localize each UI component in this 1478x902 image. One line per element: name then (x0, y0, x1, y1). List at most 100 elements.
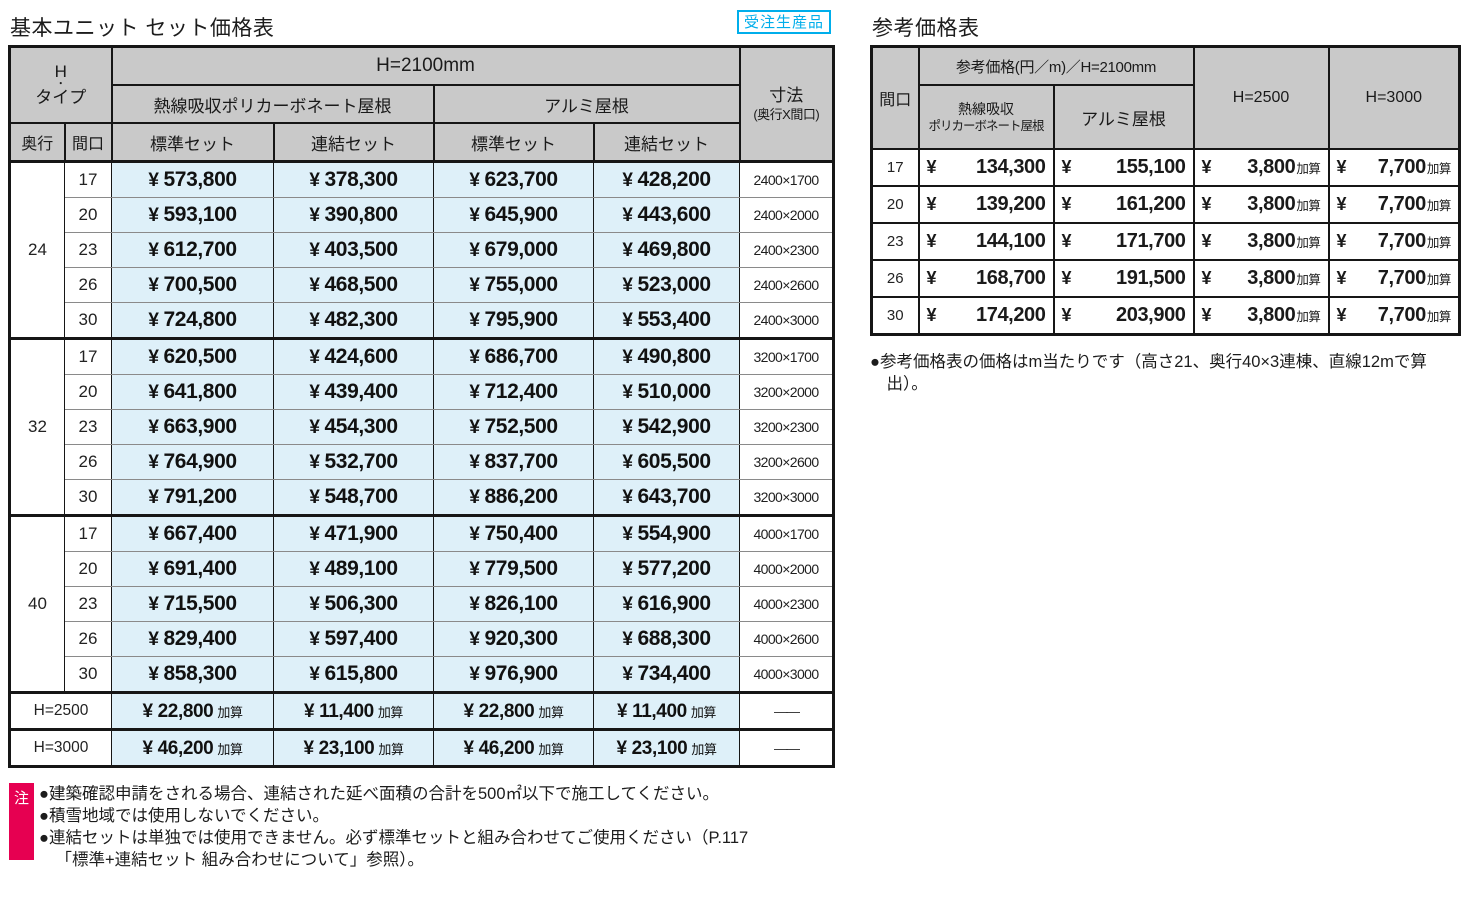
yen-symbol: ¥ (148, 347, 159, 368)
price-amount: 829,400 (163, 627, 238, 650)
yen-symbol: ¥ (622, 275, 633, 296)
price-amount: 620,500 (163, 345, 238, 368)
yen-symbol: ¥ (622, 594, 633, 615)
price-row: 24 17 ¥573,800 ¥378,300 ¥623,700 ¥428,200 2400… (9, 160, 834, 340)
yen-symbol: ¥ (148, 205, 159, 226)
price-content: ¥7,700加算 (1330, 230, 1459, 253)
yen-symbol: ¥ (926, 194, 937, 214)
price-amount: 3,800 (1247, 267, 1296, 289)
kasan-label: 加算 (378, 742, 404, 757)
width-header: 間口 (63, 122, 113, 163)
price-amount: 7,700 (1377, 193, 1426, 215)
price-cell: ¥837,700 (433, 444, 594, 480)
yen-symbol: ¥ (622, 487, 633, 508)
ref-header-row-1: 間口 参考価格(円／m)／H=2100mm H=2500 H=3000 (870, 45, 1461, 150)
yen-symbol: ¥ (148, 275, 159, 296)
price-cell: ¥795,900 (433, 302, 594, 339)
yen-symbol: ¥ (148, 310, 159, 331)
width-cell: 30 (64, 302, 112, 339)
made-to-order-badge: 受注生産品 (737, 10, 832, 34)
header-row-3: 奥行 間口 標準セット 連結セット 標準セット 連結セット (8, 122, 834, 163)
note-line: ●参考価格表の価格はm当たりです（高さ21、奥行40×3連棟、直線12mで算出）… (870, 353, 1427, 393)
price-cell: ¥755,000 (433, 267, 594, 303)
price-addition-cell: ¥23,100 加算 (273, 728, 434, 767)
price-amount: 3,800 (1247, 156, 1296, 178)
price-amount: 532,700 (324, 450, 399, 473)
kasan-label: 加算 (1426, 273, 1452, 287)
yen-symbol: ¥ (1336, 157, 1347, 177)
yen-symbol: ¥ (1061, 157, 1072, 177)
yen-symbol: ¥ (148, 240, 159, 261)
price-addition-cell: ¥22,800 加算 (111, 691, 274, 730)
yen-symbol: ¥ (622, 452, 633, 473)
kasan-label: 加算 (538, 705, 564, 720)
yen-symbol: ¥ (148, 452, 159, 473)
note-line: ●建築確認申請をされる場合、連結された延べ面積の合計を500㎡以下で施工してくだ… (39, 785, 720, 803)
price-cell: ¥688,300 (593, 621, 740, 657)
yen-symbol: ¥ (469, 487, 480, 508)
yen-symbol: ¥ (469, 382, 480, 403)
kasan-label: 加算 (377, 705, 404, 720)
price-addition-cell: ¥23,100 加算 (593, 728, 740, 767)
price-amount: 667,400 (163, 522, 238, 545)
reference-price-table: 間口 参考価格(円／m)／H=2100mm H=2500 H=3000 熱線吸収… (870, 45, 1462, 336)
kasan-label: 加算 (1296, 310, 1321, 324)
yen-symbol: ¥ (469, 417, 480, 438)
price-amount: 510,000 (637, 380, 712, 403)
price-cell: ¥469,800 (593, 232, 740, 268)
width-cell: 20 (64, 551, 112, 587)
amount-group: 7,700加算 (1377, 193, 1452, 216)
price-addition-cell: ¥7,700加算 (1327, 259, 1461, 298)
price-cell: ¥779,500 (433, 551, 594, 587)
height-addition-row: H=3000 ¥46,200 加算 ¥23,100 加算 ¥46,200 加算 ¥23,100… (9, 728, 834, 767)
yen-symbol: ¥ (309, 310, 320, 331)
price-amount: 161,200 (1116, 193, 1186, 215)
price-amount: 403,500 (324, 238, 399, 261)
dimension-cell: 2400×2600 (739, 267, 834, 303)
yen-symbol: ¥ (622, 559, 633, 580)
price-amount: 191,500 (1116, 267, 1186, 289)
price-addition-cell: ¥22,800 加算 (433, 691, 594, 730)
price-row: 20 ¥593,100 ¥390,800 ¥645,900 ¥443,600 2400×2… (10, 197, 834, 233)
price-amount: 471,900 (324, 522, 399, 545)
price-amount: 443,600 (637, 203, 712, 226)
price-cell: ¥489,100 (273, 551, 434, 587)
note-list: ●建築確認申請をされる場合、連結された延べ面積の合計を500㎡以下で施工してくだ… (39, 783, 751, 871)
price-content: ¥191,500 (1055, 267, 1193, 290)
left-table-title: 基本ユニット セット価格表 (10, 17, 275, 40)
price-amount: 139,200 (976, 193, 1046, 215)
price-amount: 390,800 (324, 203, 399, 226)
price-row: 20 ¥139,200 ¥161,200 ¥3,800加算 ¥7,700加算 (870, 185, 1461, 224)
price-cell: ¥390,800 (273, 197, 434, 233)
h2100-header: H=2100mm (110, 45, 741, 86)
yen-symbol: ¥ (469, 594, 480, 615)
price-amount: 686,700 (484, 345, 559, 368)
yen-symbol: ¥ (309, 240, 320, 261)
note-line: ●積雪地域では使用しないでください。 (39, 807, 329, 825)
width-cell: 17 (870, 148, 920, 187)
price-addition-cell: ¥7,700加算 (1327, 185, 1461, 224)
price-amount: 641,800 (163, 380, 238, 403)
dash-cell: —— (739, 728, 834, 767)
kasan-label: 加算 (690, 705, 717, 720)
amount-group: 3,800加算 (1247, 230, 1321, 253)
price-addition-cell: ¥46,200 加算 (111, 728, 274, 767)
price-row: 23 ¥612,700 ¥403,500 ¥679,000 ¥469,800 2400×2… (10, 232, 834, 268)
poly-roof-header: 熱線吸収ポリカーボネート屋根 (110, 84, 435, 124)
width-cell: 23 (870, 222, 920, 261)
kasan-label: 加算 (1296, 199, 1321, 213)
price-amount: 826,100 (484, 592, 559, 615)
dimension-cell: 3200×2000 (739, 374, 834, 410)
yen-symbol: ¥ (1336, 305, 1347, 325)
yen-symbol: ¥ (469, 629, 480, 650)
price-addition-cell: ¥11,400 加算 (273, 691, 434, 730)
price-row: 30 ¥858,300 ¥615,800 ¥976,900 ¥734,400 4000×3… (10, 656, 834, 693)
price-cell: ¥858,300 (111, 656, 274, 693)
price-row: 20 ¥691,400 ¥489,100 ¥779,500 ¥577,200 4000×2… (10, 551, 834, 587)
yen-symbol: ¥ (309, 382, 320, 403)
yen-symbol: ¥ (1336, 268, 1347, 288)
price-amount: 46,200 (157, 738, 214, 759)
price-amount: 724,800 (163, 308, 238, 331)
yen-symbol: ¥ (926, 231, 937, 251)
price-row: 26 ¥764,900 ¥532,700 ¥837,700 ¥605,500 3200×2… (10, 444, 834, 480)
